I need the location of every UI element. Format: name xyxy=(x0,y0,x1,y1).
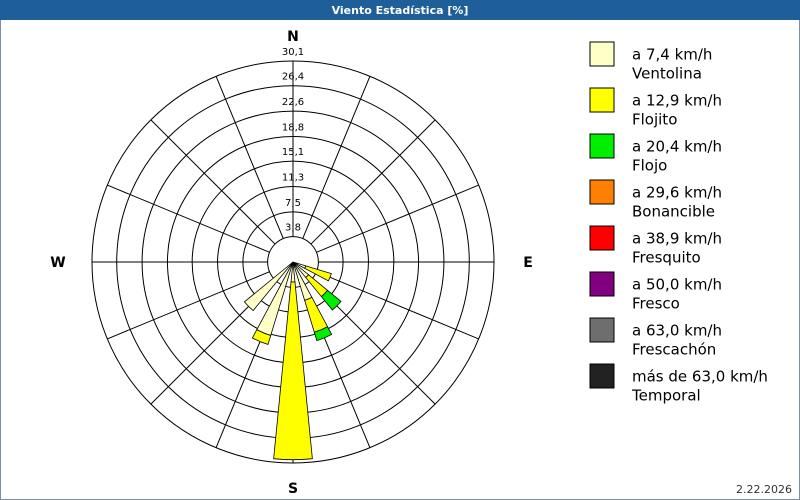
spoke xyxy=(310,119,436,245)
legend-sublabel: Bonancible xyxy=(632,203,715,221)
ring-label: 18,8 xyxy=(282,122,304,133)
chart-title: Viento Estadística [%] xyxy=(332,4,469,17)
ring-label: 15,1 xyxy=(282,147,304,158)
legend-swatch xyxy=(589,363,615,389)
legend-sublabel: Temporal xyxy=(631,387,701,405)
ring-label: 7,5 xyxy=(285,198,301,209)
ring-label: 30,1 xyxy=(282,47,304,58)
legend-label: a 63,0 km/h xyxy=(632,322,722,340)
footer: 2.22.2026 xyxy=(736,483,792,496)
direction-label: N xyxy=(287,29,299,45)
wedge xyxy=(304,265,332,282)
legend-swatch xyxy=(589,317,615,343)
wedge xyxy=(313,326,333,342)
legend-label: a 12,9 km/h xyxy=(632,92,722,110)
legend-sublabel: Ventolina xyxy=(632,65,702,83)
legend-sublabel: Flojito xyxy=(632,111,677,129)
ring-label: 3,8 xyxy=(285,223,301,234)
spoke xyxy=(302,76,371,239)
legend-label: a 7,4 km/h xyxy=(632,46,712,64)
legend-label: a 38,9 km/h xyxy=(632,230,722,248)
ring-label: 26,4 xyxy=(282,72,304,83)
wedge xyxy=(320,289,342,311)
spoke xyxy=(150,119,276,245)
title-bar xyxy=(0,0,800,20)
legend-label: a 50,0 km/h xyxy=(632,276,722,294)
direction-label: W xyxy=(50,255,65,271)
legend-label: a 29,6 km/h xyxy=(632,184,722,202)
ring-label: 22,6 xyxy=(282,97,304,108)
spoke xyxy=(107,271,270,340)
wedge xyxy=(273,281,313,461)
legend-sublabel: Fresco xyxy=(632,295,680,313)
wedge xyxy=(251,329,272,345)
wedge xyxy=(243,261,294,312)
legend-label: a 20,4 km/h xyxy=(632,138,722,156)
spoke xyxy=(107,184,270,253)
spoke xyxy=(316,184,479,253)
legend-label: más de 63,0 km/h xyxy=(632,368,768,386)
legend-swatch xyxy=(589,225,615,251)
legend-sublabel: Fresquito xyxy=(632,249,701,267)
legend-swatch xyxy=(589,133,615,159)
legend-swatch xyxy=(589,179,615,205)
spoke xyxy=(316,271,479,340)
legend-swatch xyxy=(589,87,615,113)
spoke xyxy=(215,76,284,239)
direction-label: E xyxy=(523,255,533,271)
legend-sublabel: Frescachón xyxy=(632,341,716,359)
ring-label: 11,3 xyxy=(282,173,304,184)
direction-label: S xyxy=(288,481,298,497)
legend-sublabel: Flojo xyxy=(632,157,667,175)
legend-swatch xyxy=(589,271,615,297)
legend-swatch xyxy=(589,41,615,67)
